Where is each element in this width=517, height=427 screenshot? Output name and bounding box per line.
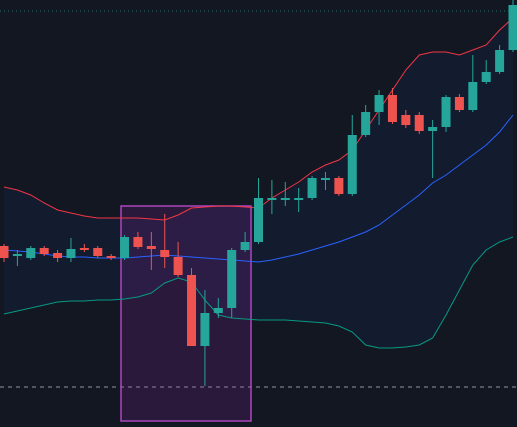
candle-body: [468, 82, 478, 110]
candle-body: [160, 250, 170, 257]
candle-body: [414, 115, 424, 131]
candle-body: [401, 115, 411, 125]
candle-body: [79, 248, 89, 250]
candle-body: [347, 135, 357, 194]
candle-body: [267, 198, 277, 200]
highlight-box: [120, 205, 252, 422]
candle-body: [200, 313, 210, 346]
candle-body: [280, 198, 290, 200]
candle-body: [387, 95, 397, 122]
candle-body: [495, 50, 505, 72]
candle-body: [428, 127, 438, 131]
band-line: [3, 114, 514, 263]
candle-body: [307, 178, 317, 198]
candle-body: [227, 250, 237, 308]
candle-body: [0, 246, 9, 258]
candle-body: [320, 178, 330, 180]
candle-body: [66, 249, 76, 258]
candle-body: [294, 198, 304, 200]
candle-body: [441, 97, 451, 127]
candle-body: [334, 178, 344, 194]
candle-body: [133, 237, 143, 247]
candle-body: [508, 5, 517, 50]
candle-body: [374, 95, 384, 112]
candle-body: [12, 254, 22, 256]
candle-body: [120, 237, 130, 258]
candle-body: [26, 248, 36, 258]
candle-body: [240, 242, 250, 250]
candle-body: [454, 97, 464, 110]
candle-body: [213, 308, 223, 313]
candle-body: [39, 248, 49, 254]
candle-body: [481, 72, 491, 82]
candle-body: [53, 253, 63, 258]
candle-body: [146, 246, 156, 249]
candle-body: [187, 275, 197, 346]
candle-body: [106, 256, 116, 258]
candle-body: [173, 257, 183, 275]
candle-body: [93, 248, 103, 256]
band-line: [3, 236, 514, 349]
candle-body: [254, 198, 263, 242]
candle-body: [361, 112, 371, 135]
